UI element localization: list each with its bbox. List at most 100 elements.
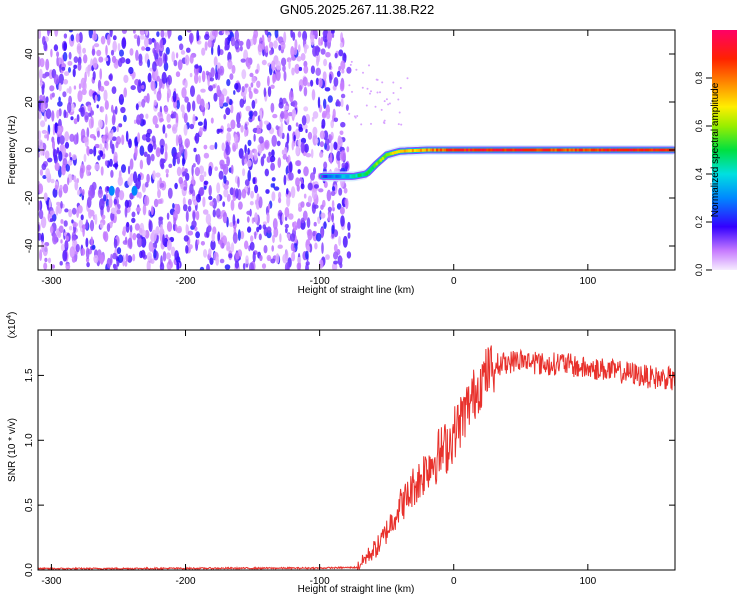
noise-speckle bbox=[204, 41, 208, 51]
noise-speckle bbox=[113, 264, 118, 270]
trace-cell bbox=[548, 148, 552, 152]
trace-cell bbox=[464, 148, 467, 152]
noise-speckle bbox=[58, 96, 61, 103]
trace-cell bbox=[564, 148, 568, 152]
noise-speckle bbox=[295, 177, 300, 187]
noise-speckle bbox=[113, 198, 118, 205]
noise-speckle bbox=[346, 146, 350, 153]
noise-speckle bbox=[210, 67, 215, 78]
colorbar-gradient bbox=[712, 30, 737, 270]
noise-speckle bbox=[314, 138, 319, 145]
noise-speckle bbox=[221, 30, 225, 34]
noise-speckle bbox=[145, 30, 149, 36]
noise-speckle bbox=[333, 251, 339, 260]
noise-speckle bbox=[282, 65, 286, 72]
trace-cell bbox=[383, 155, 387, 159]
noise-speckle bbox=[290, 46, 295, 58]
trace-cell bbox=[365, 172, 369, 176]
noise-speckle bbox=[180, 184, 184, 190]
trace-cell bbox=[399, 149, 403, 153]
noise-speckle bbox=[97, 155, 101, 161]
noise-speckle bbox=[86, 127, 90, 138]
noise-speckle bbox=[77, 62, 82, 71]
noise-speckle bbox=[290, 30, 293, 38]
noise-speckle bbox=[307, 131, 313, 140]
noise-speckle bbox=[385, 98, 388, 101]
noise-speckle bbox=[121, 37, 127, 49]
noise-speckle bbox=[186, 30, 192, 33]
noise-speckle bbox=[337, 135, 342, 146]
trace-cell bbox=[486, 148, 489, 152]
noise-speckle bbox=[268, 41, 274, 49]
noise-speckle bbox=[97, 188, 103, 199]
noise-speckle bbox=[38, 130, 42, 141]
noise-speckle bbox=[348, 84, 351, 87]
noise-speckle bbox=[330, 142, 333, 153]
noise-speckle bbox=[280, 110, 285, 120]
spectrogram-x-label: Height of straight line (km) bbox=[298, 285, 415, 296]
trace-cell bbox=[472, 148, 475, 152]
noise-speckle bbox=[166, 239, 172, 251]
noise-speckle bbox=[349, 63, 352, 66]
noise-speckle bbox=[280, 41, 286, 50]
noise-speckle bbox=[310, 37, 315, 46]
noise-speckle bbox=[59, 261, 63, 266]
noise-speckle bbox=[213, 56, 218, 67]
noise-speckle bbox=[368, 64, 370, 67]
trace-cell bbox=[425, 148, 429, 152]
noise-speckle bbox=[216, 194, 220, 203]
noise-speckle bbox=[281, 213, 285, 223]
noise-speckle bbox=[116, 125, 119, 133]
noise-speckle bbox=[189, 54, 194, 64]
noise-speckle bbox=[399, 87, 402, 89]
noise-speckle bbox=[105, 45, 108, 56]
noise-speckle bbox=[345, 104, 349, 111]
noise-speckle bbox=[267, 203, 271, 211]
noise-speckle bbox=[254, 184, 259, 194]
noise-speckle bbox=[184, 148, 188, 161]
noise-speckle bbox=[300, 141, 305, 154]
noise-speckle bbox=[139, 34, 145, 40]
noise-speckle bbox=[207, 75, 210, 87]
noise-speckle bbox=[229, 222, 234, 228]
noise-speckle bbox=[288, 90, 294, 103]
trace-cell bbox=[381, 156, 385, 160]
trace-cell bbox=[494, 148, 497, 152]
noise-speckle bbox=[224, 264, 231, 270]
noise-speckle bbox=[96, 49, 102, 57]
trace-cell bbox=[452, 148, 455, 152]
noise-speckle bbox=[292, 221, 298, 231]
noise-speckle bbox=[166, 221, 173, 232]
noise-speckle bbox=[244, 144, 247, 154]
noise-speckle bbox=[247, 139, 252, 147]
trace-cell bbox=[448, 148, 451, 152]
noise-speckle bbox=[271, 149, 275, 158]
trace-cell bbox=[516, 148, 519, 152]
noise-speckle bbox=[312, 126, 318, 136]
noise-speckle bbox=[49, 225, 54, 234]
trace-cell bbox=[645, 148, 648, 152]
noise-speckle bbox=[40, 216, 47, 229]
noise-speckle bbox=[222, 201, 226, 208]
noise-speckle bbox=[75, 33, 80, 43]
x-tick-label: -200 bbox=[176, 576, 196, 587]
noise-speckle bbox=[305, 263, 309, 270]
noise-speckle bbox=[106, 34, 111, 46]
colorbar-tick-label: 0.4 bbox=[694, 168, 704, 181]
noise-speckle bbox=[208, 185, 212, 196]
noise-speckle bbox=[44, 134, 48, 139]
trace-cell bbox=[558, 148, 562, 152]
noise-speckle bbox=[58, 57, 62, 65]
noise-speckle bbox=[236, 112, 241, 125]
noise-speckle bbox=[351, 90, 353, 93]
noise-speckle bbox=[39, 249, 43, 261]
noise-speckle bbox=[84, 111, 89, 123]
noise-speckle bbox=[353, 115, 356, 118]
noise-speckle bbox=[298, 206, 303, 212]
trace-cell bbox=[500, 148, 503, 152]
noise-speckle bbox=[68, 152, 72, 159]
noise-speckle bbox=[303, 193, 307, 199]
noise-speckle bbox=[47, 257, 52, 264]
noise-speckle bbox=[174, 182, 178, 190]
